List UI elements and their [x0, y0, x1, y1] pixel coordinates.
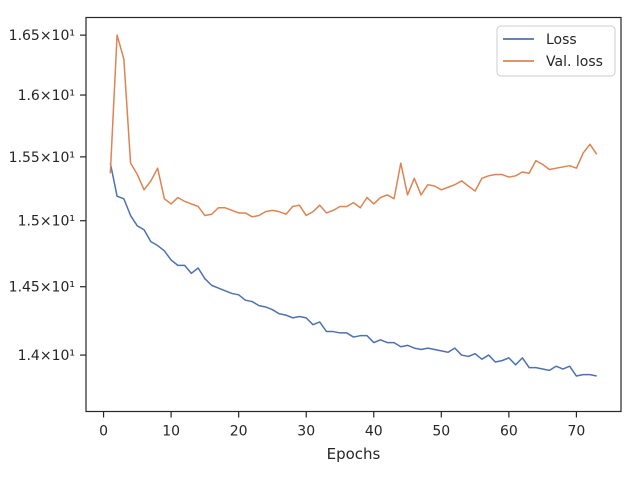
legend-label-loss: Loss	[546, 32, 577, 48]
x-tick-label: 20	[230, 424, 248, 440]
y-axis: 1.4×10¹ 1.45×10¹ 1.5×10¹ 1.55×10¹ 1.6×10¹ 1.6…	[9, 28, 86, 364]
plot-frame	[85, 16, 622, 413]
y-tick-label: 1.6×10¹	[18, 88, 75, 104]
x-tick-label: 40	[365, 424, 383, 440]
y-tick-label: 1.5×10¹	[18, 214, 75, 230]
y-tick-label: 1.45×10¹	[9, 280, 75, 296]
series-layer	[109, 34, 598, 377]
y-tick-label: 1.4×10¹	[18, 348, 75, 364]
series-line-loss	[109, 162, 597, 377]
series-line-val-loss	[109, 34, 598, 218]
y-tick-label: 1.55×10¹	[9, 150, 75, 166]
x-tick-label: 60	[500, 424, 518, 440]
plot-area	[85, 16, 622, 413]
x-tick-label: 70	[568, 424, 586, 440]
x-axis-label: Epochs	[327, 445, 381, 463]
x-tick-label: 30	[297, 424, 315, 440]
x-axis: 0 10 20 30 40 50 60 70	[99, 411, 586, 440]
legend: Loss Val. loss	[496, 25, 616, 77]
y-tick-label: 1.65×10¹	[9, 28, 75, 44]
x-tick-label: 50	[432, 424, 450, 440]
legend-label-val-loss: Val. loss	[546, 54, 603, 70]
x-tick-label: 10	[162, 424, 180, 440]
x-tick-label: 0	[99, 424, 108, 440]
